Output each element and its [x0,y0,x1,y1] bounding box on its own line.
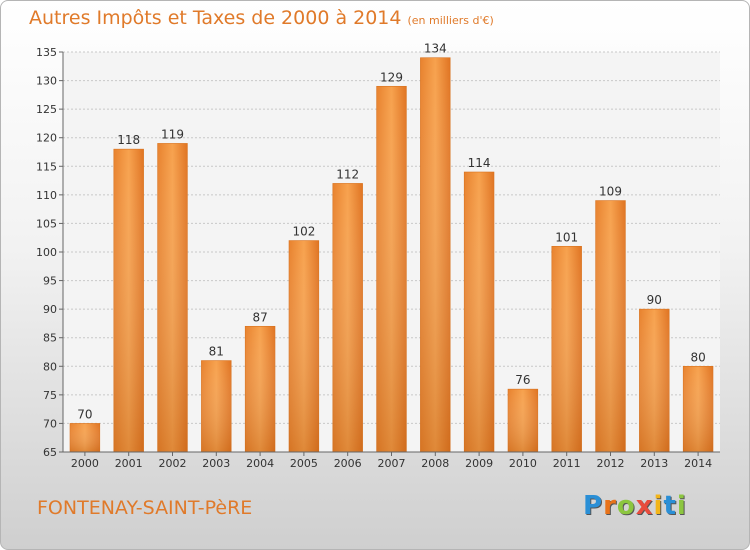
x-tick-label-2001: 2001 [115,457,143,470]
x-tick-label-2005: 2005 [290,457,318,470]
logo-letter: t [663,491,677,521]
data-label-2011: 101 [555,230,578,244]
data-label-2000: 70 [77,407,92,421]
x-tick-label-2012: 2012 [597,457,625,470]
chart-title-group: Autres Impôts et Taxes de 2000 à 2014 (en… [29,7,494,29]
data-label-2007: 129 [380,70,403,84]
data-label-2012: 109 [599,185,622,199]
bar-shade-2013 [639,309,670,452]
y-tick-label: 105 [36,217,57,230]
bar-shade-2001 [113,149,144,452]
bar-shade-2004 [245,326,275,452]
bar-shade-2014 [683,366,713,452]
x-tick-label-2014: 2014 [684,457,712,470]
y-tick-label: 90 [43,303,57,316]
y-tick-label: 70 [43,417,57,430]
y-tick-label: 120 [36,132,57,145]
logo-letter: P [583,491,604,521]
logo-letter: i [676,491,687,521]
bar-shade-2010 [508,389,538,452]
y-tick-label: 85 [43,332,57,345]
x-tick-label-2010: 2010 [509,457,537,470]
x-tick-label-2013: 2013 [640,457,668,470]
logo-letter: r [603,491,617,521]
proxiti-logo: Proxiti [583,491,687,521]
data-label-2004: 87 [252,310,267,324]
x-tick-label-2007: 2007 [378,457,406,470]
data-label-2010: 76 [515,373,530,387]
bar-shade-2011 [551,246,582,452]
chart-title: Autres Impôts et Taxes de 2000 à 2014 [29,7,402,29]
bar-shade-2003 [201,360,232,452]
y-tick-label: 125 [36,103,57,116]
bar-shade-2006 [332,183,363,452]
bar-shade-2000 [70,423,100,452]
x-tick-label-2006: 2006 [334,457,362,470]
x-tick-label-2003: 2003 [202,457,230,470]
data-label-2001: 118 [117,133,140,147]
bar-shade-2009 [464,172,494,452]
y-tick-label: 95 [43,275,57,288]
data-label-2008: 134 [424,42,447,56]
y-tick-label: 110 [36,189,57,202]
logo-letter: o [616,491,636,521]
data-label-2006: 112 [336,167,359,181]
y-tick-label: 130 [36,75,57,88]
data-label-2002: 119 [161,127,184,141]
data-label-2003: 81 [209,345,224,359]
bar-shade-2012 [595,200,626,452]
x-tick-label-2004: 2004 [246,457,274,470]
x-tick-label-2009: 2009 [465,457,493,470]
data-label-2014: 80 [690,350,705,364]
x-tick-label-2011: 2011 [553,457,581,470]
data-label-2005: 102 [292,225,315,239]
bar-shade-2008 [420,57,451,452]
y-tick-label: 75 [43,389,57,402]
y-tick-label: 65 [43,446,57,459]
y-tick-label: 115 [36,160,57,173]
chart-subtitle: (en milliers d'€) [407,14,494,27]
bar-shade-2002 [157,143,188,452]
location-name: FONTENAY-SAINT-PèRE [37,497,253,519]
bar-shade-2007 [376,86,407,453]
y-tick-label: 80 [43,360,57,373]
y-tick-label: 135 [36,46,57,59]
logo-letter: i [653,491,664,521]
data-label-2009: 114 [468,156,491,170]
data-label-2013: 90 [647,293,662,307]
x-tick-label-2008: 2008 [421,457,449,470]
logo-letter: x [635,491,654,521]
bar-shade-2005 [289,240,319,452]
x-tick-label-2002: 2002 [159,457,187,470]
x-tick-label-2000: 2000 [71,457,99,470]
y-tick-label: 100 [36,246,57,259]
